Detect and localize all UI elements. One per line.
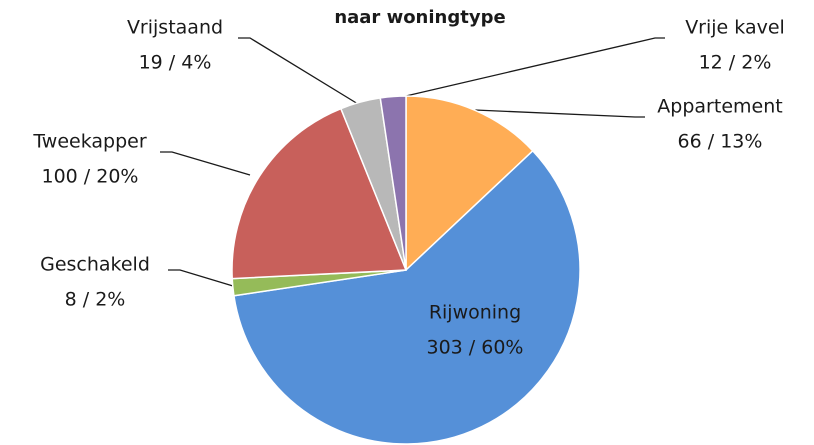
pie-slice [405, 95, 534, 272]
slice-value-label: 100 / 20% [42, 166, 139, 188]
slice-value-label: 66 / 13% [678, 131, 763, 153]
slice-value-label: 8 / 2% [65, 289, 126, 311]
slice-value-label: 12 / 2% [699, 52, 772, 74]
leader-line [392, 37, 665, 100]
slice-label: Vrijstaand [127, 17, 223, 39]
leader-line [474, 109, 645, 118]
slice-label: Tweekapper [32, 131, 147, 153]
leader-line [160, 151, 251, 176]
leader-line [238, 37, 359, 105]
slice-label: Appartement [657, 96, 782, 118]
slice-label: Vrije kavel [685, 17, 785, 39]
slice-value-label: 303 / 60% [427, 337, 524, 359]
pie-slice [231, 107, 408, 280]
pie-slice [379, 95, 407, 271]
slice-label: Geschakeld [40, 254, 150, 276]
slice-value-label: 19 / 4% [139, 52, 212, 74]
pie-slice [233, 149, 581, 445]
chart-title: naar woningtype [334, 7, 505, 28]
slice-label: Rijwoning [429, 302, 521, 324]
leader-line [168, 269, 234, 287]
